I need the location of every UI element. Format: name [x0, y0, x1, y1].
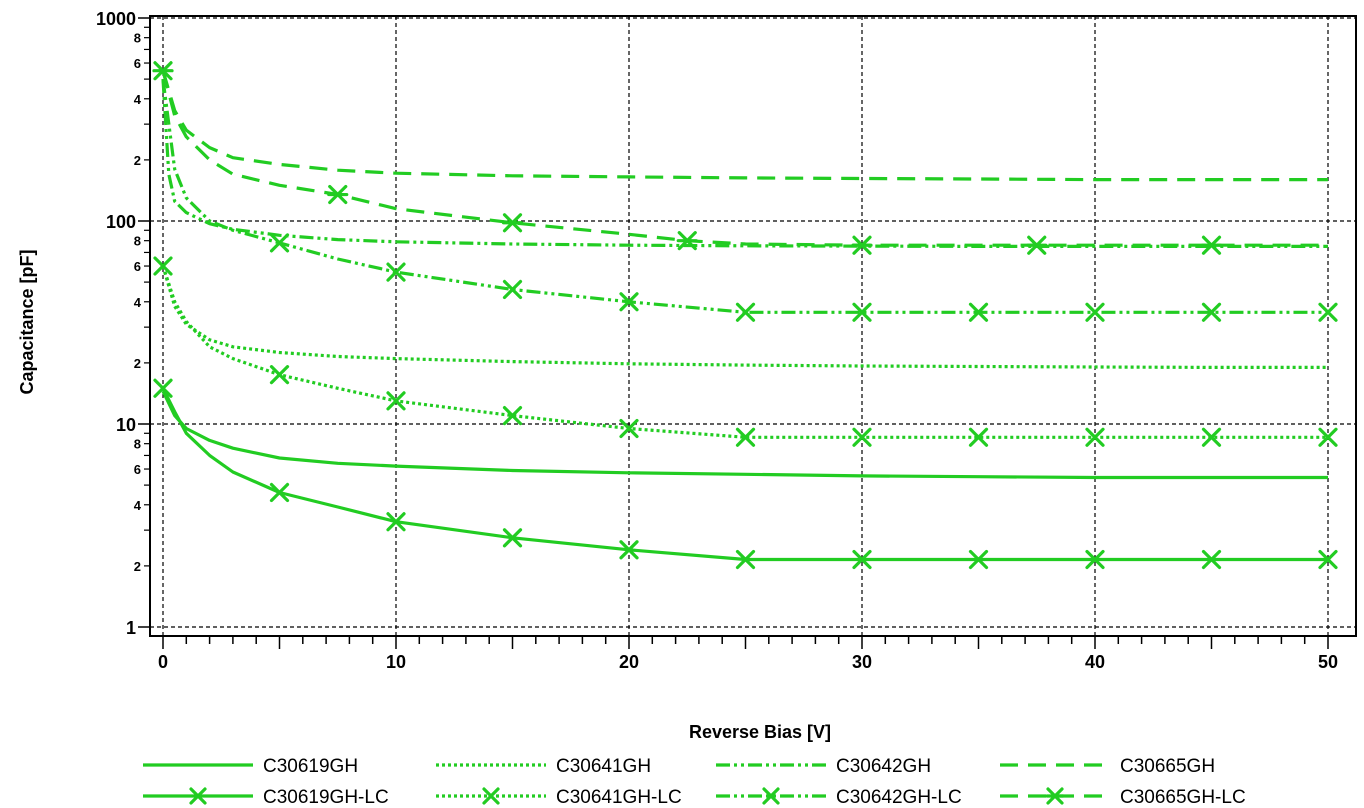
- series-C30642GH: [161, 79, 1328, 248]
- data-marker: [1085, 549, 1105, 570]
- legend-label: C30619GH-LC: [263, 787, 389, 808]
- legend-label: C30642GH-LC: [836, 787, 962, 808]
- legend-label: C30665GH: [1120, 756, 1215, 777]
- legend-item: C30642GH: [716, 756, 931, 777]
- y-minor-label: 6: [134, 56, 141, 71]
- x-tick-label: 20: [619, 652, 639, 672]
- x-tick-label: 0: [158, 652, 168, 672]
- y-minor-label: 4: [134, 498, 142, 513]
- data-marker: [1085, 427, 1105, 447]
- series-layer: [152, 61, 1338, 570]
- x-tick-label: 10: [386, 652, 406, 672]
- data-marker: [269, 482, 290, 503]
- data-marker: [968, 427, 989, 447]
- series-line: [161, 70, 1328, 182]
- data-marker: [269, 365, 290, 385]
- legend-item: C30641GH: [436, 756, 651, 777]
- data-marker: [852, 302, 872, 322]
- data-marker: [1318, 302, 1338, 322]
- data-marker: [386, 262, 406, 282]
- series-C30619GH: [161, 390, 1328, 480]
- y-minor-label: 4: [134, 295, 142, 310]
- x-tick-label: 50: [1318, 652, 1338, 672]
- y-minor-label: 2: [134, 559, 141, 574]
- data-marker: [1085, 302, 1105, 322]
- plot-frame: [149, 15, 1357, 637]
- legend-item: C30619GH: [143, 756, 358, 777]
- legend-marker: [762, 787, 780, 805]
- legend-label: C30641GH: [556, 756, 651, 777]
- data-marker: [502, 405, 523, 426]
- y-minor-label: 8: [134, 437, 141, 452]
- data-marker: [1201, 302, 1222, 322]
- data-marker: [1201, 427, 1222, 447]
- data-marker: [1318, 427, 1338, 447]
- legend-item: C30665GH: [1000, 756, 1215, 777]
- data-marker: [619, 540, 639, 560]
- series-C30665GH-LC: [152, 61, 1328, 255]
- data-marker: [735, 549, 756, 570]
- y-tick-label: 1000: [96, 9, 136, 29]
- data-marker: [1201, 549, 1222, 570]
- y-minor-label: 8: [134, 31, 141, 46]
- legend-marker: [189, 787, 207, 805]
- data-marker: [968, 302, 989, 322]
- y-minor-label: 6: [134, 462, 141, 477]
- data-marker: [502, 528, 523, 548]
- data-marker: [619, 418, 639, 439]
- series-line: [161, 70, 1328, 247]
- data-marker: [735, 302, 756, 322]
- legend-marker: [482, 787, 500, 805]
- series-line: [161, 79, 1328, 248]
- y-tick-label: 100: [106, 212, 136, 232]
- y-tick-label: 10: [116, 415, 136, 435]
- legend: C30619GH C30641GH C30642GH C30665GH C30619GH…: [143, 756, 1246, 808]
- legend-label: C30619GH: [263, 756, 358, 777]
- series-line: [161, 78, 1328, 314]
- series-line: [161, 265, 1328, 439]
- y-minor-label: 2: [134, 356, 141, 371]
- data-marker: [968, 549, 989, 570]
- series-line: [161, 390, 1328, 480]
- y-minor-label: 8: [134, 234, 141, 249]
- series-C30665GH: [161, 70, 1328, 182]
- series-C30641GH: [161, 265, 1328, 369]
- axes-layer: 0 10 20 30 40 50 1 10 100 1000 2 4 6 8 2 4 6 8 2 4 6 8: [96, 9, 1357, 672]
- series-line: [161, 265, 1328, 369]
- y-tick-label: 1: [126, 618, 136, 638]
- data-marker: [852, 427, 872, 447]
- y-minor-label: 4: [134, 92, 142, 107]
- data-marker: [619, 292, 639, 312]
- y-minor-label: 2: [134, 153, 141, 168]
- series-line: [161, 387, 1328, 562]
- data-marker: [1318, 549, 1338, 570]
- legend-item: C30641GH-LC: [436, 787, 682, 808]
- data-marker: [852, 549, 872, 570]
- y-minor-label: 6: [134, 259, 141, 274]
- x-tick-label: 30: [852, 652, 872, 672]
- y-axis-title: Capacitance [pF]: [17, 249, 37, 394]
- legend-label: C30642GH: [836, 756, 931, 777]
- data-marker: [386, 391, 406, 411]
- data-marker: [386, 512, 406, 532]
- data-marker: [269, 233, 290, 253]
- legend-item: C30619GH-LC: [143, 787, 389, 808]
- data-marker: [153, 378, 173, 398]
- data-marker: [502, 279, 523, 300]
- legend-item: C30665GH-LC: [1000, 787, 1246, 808]
- legend-label: C30665GH-LC: [1120, 787, 1246, 808]
- series-C30642GH-LC: [161, 78, 1338, 322]
- series-C30641GH-LC: [153, 256, 1338, 447]
- series-C30619GH-LC: [153, 378, 1338, 570]
- grid-layer: [150, 16, 1356, 636]
- legend-label: C30641GH-LC: [556, 787, 682, 808]
- data-marker: [735, 427, 756, 447]
- x-axis-title: Reverse Bias [V]: [689, 722, 831, 742]
- data-marker: [153, 256, 173, 276]
- legend-item: C30642GH-LC: [716, 787, 962, 808]
- x-tick-label: 40: [1085, 652, 1105, 672]
